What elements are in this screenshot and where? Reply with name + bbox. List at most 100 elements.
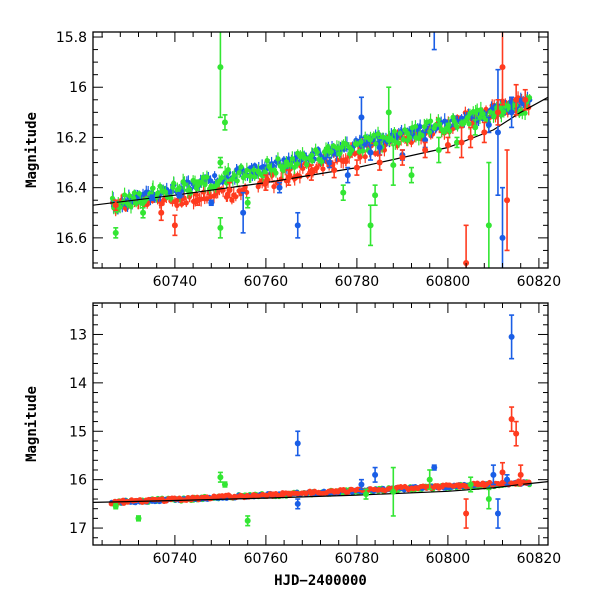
data-point: [508, 333, 515, 340]
data-point: [422, 136, 429, 143]
data-point: [171, 222, 178, 229]
band-point: [271, 184, 277, 190]
data-point: [353, 164, 360, 171]
data-point: [458, 139, 465, 146]
band-point: [526, 95, 533, 101]
data-point: [513, 96, 520, 103]
data-point: [435, 147, 442, 153]
band-point: [222, 170, 228, 176]
data-point: [294, 500, 301, 507]
series-0: [149, 21, 515, 268]
band-point: [371, 132, 377, 138]
band-point: [417, 124, 423, 130]
y-tick-label: 16.2: [56, 130, 87, 146]
y-tick-label: 16.4: [56, 181, 87, 197]
band-point: [155, 190, 161, 196]
data-point: [149, 194, 156, 201]
band-point: [442, 118, 448, 124]
x-tick-label: 60820: [517, 274, 562, 290]
band-point: [133, 200, 139, 207]
band-point: [343, 159, 349, 165]
data-point: [517, 471, 524, 478]
data-point: [262, 179, 269, 186]
x-tick-label: 60740: [153, 274, 198, 290]
x-tick-label: 60780: [335, 274, 380, 290]
band-point: [319, 159, 325, 165]
data-point: [463, 510, 470, 517]
band-point: [131, 190, 137, 196]
band-point: [412, 123, 419, 130]
panel-2: 60740 60760 60780 60800 60820 13 14 15 16 17 Magni…: [24, 302, 561, 589]
band-point: [426, 129, 433, 135]
data-point: [285, 174, 292, 181]
data-point: [221, 481, 228, 488]
data-point: [444, 141, 451, 148]
band-point: [320, 166, 326, 172]
series-2: [112, 32, 529, 268]
band-point: [181, 181, 188, 187]
data-point: [485, 496, 492, 503]
band-point: [171, 180, 177, 186]
data-point: [367, 222, 374, 229]
band-point: [126, 193, 133, 199]
band-point: [522, 110, 528, 116]
data-point: [490, 471, 497, 478]
band-point: [360, 148, 366, 154]
band-point: [375, 131, 381, 137]
data-point: [294, 222, 301, 229]
data-point: [422, 147, 429, 153]
y-tick-label: 13: [69, 327, 87, 343]
data-point: [494, 109, 501, 116]
band-point: [117, 204, 123, 210]
band-point: [183, 200, 189, 206]
data-point: [463, 259, 470, 266]
data-point: [485, 121, 492, 128]
band-point: [291, 164, 297, 170]
band-point: [208, 178, 214, 184]
y-tick-label: 16: [69, 80, 87, 96]
data-point: [358, 114, 365, 121]
data-point: [340, 189, 347, 196]
data-point: [112, 229, 119, 236]
y-tick-label: 16: [69, 473, 87, 489]
band-point: [275, 156, 281, 162]
series-2: [463, 406, 524, 529]
data-point: [372, 192, 379, 199]
data-point: [208, 199, 215, 206]
band-point: [179, 201, 185, 207]
band-point: [373, 141, 379, 147]
y-tick-label: 14: [69, 376, 87, 392]
data-point: [508, 416, 515, 423]
band-point: [244, 167, 250, 173]
data-point: [467, 134, 474, 141]
band-point: [349, 147, 355, 153]
band-point: [212, 172, 218, 179]
data-point: [276, 184, 283, 191]
band-point: [362, 154, 368, 160]
data-point: [481, 129, 488, 136]
plot-area: [93, 314, 548, 529]
band-point: [238, 164, 244, 170]
band-point: [262, 169, 268, 175]
band-point: [277, 163, 283, 169]
data-point: [140, 209, 147, 216]
band-point: [407, 134, 413, 141]
band-2: [110, 91, 533, 215]
data-point: [499, 234, 506, 241]
data-point: [454, 139, 460, 146]
data-point: [294, 440, 301, 447]
data-point: [431, 21, 437, 27]
band-point: [446, 122, 452, 128]
band-point: [294, 161, 300, 167]
data-point: [390, 488, 397, 495]
band-point: [295, 491, 301, 497]
band-point: [466, 121, 472, 127]
band-point: [248, 173, 254, 179]
panel-1: 60740 60760 60780 60800 60820 15.8 16 16.2 16.4 1…: [24, 21, 562, 290]
data-point: [508, 109, 515, 116]
band-point: [264, 157, 270, 164]
band-point: [454, 124, 461, 130]
band-point: [402, 127, 408, 133]
